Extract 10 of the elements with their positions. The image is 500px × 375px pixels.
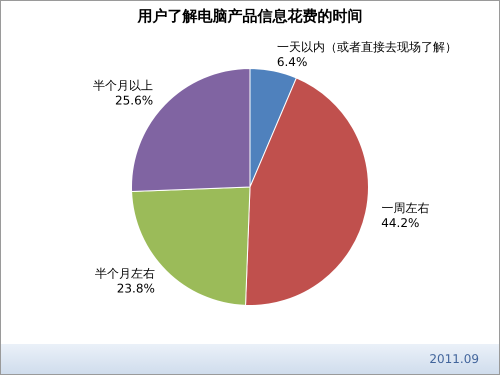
slice-label: 半个月以上	[93, 78, 154, 92]
data-label: 23.8%	[116, 282, 155, 296]
slice-label: 半个月左右	[94, 266, 155, 281]
text: 2011.09	[429, 352, 479, 366]
chart-title: 用户了解电脑产品信息花费的时间	[136, 7, 364, 26]
data-label: 25.6%	[114, 93, 154, 108]
slice-label: 一天以内（或者直接去现场了解）	[276, 40, 457, 54]
slice-label: 一周左右	[381, 200, 430, 215]
data-label: 6.4%	[276, 54, 308, 69]
data-label: 44.2%	[381, 216, 420, 230]
